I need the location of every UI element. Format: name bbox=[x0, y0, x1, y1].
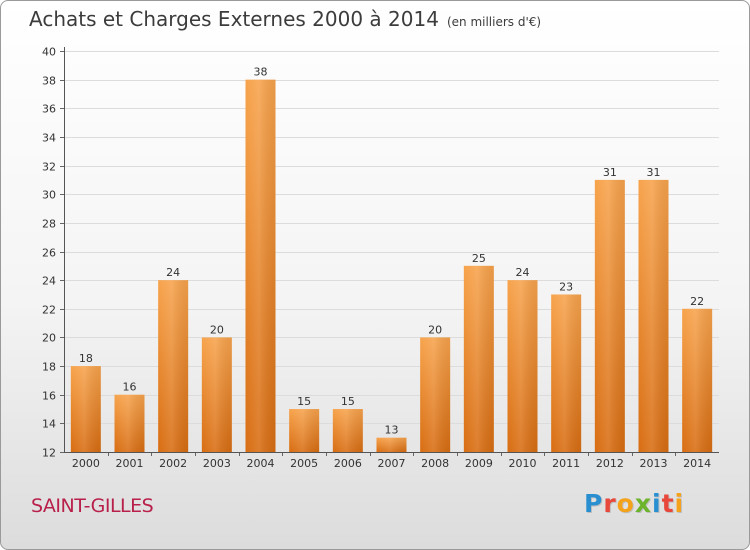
chart-subtitle: (en milliers d'€) bbox=[446, 15, 542, 29]
y-tick-label: 12 bbox=[42, 447, 56, 460]
tick-labels: 12 14 16 18 20 22 24 26 28 30 32 34 36 38 40 18 2000 16 20… bbox=[42, 46, 711, 471]
logo-letter: r bbox=[603, 489, 617, 518]
y-tick-label: 30 bbox=[42, 189, 56, 202]
axes bbox=[60, 47, 719, 456]
proxiti-logo: Proxiti bbox=[584, 489, 684, 518]
x-tick-label: 2004 bbox=[247, 457, 275, 470]
y-tick-label: 14 bbox=[42, 418, 56, 431]
x-tick-label: 2011 bbox=[552, 457, 580, 470]
y-tick-label: 38 bbox=[42, 75, 56, 88]
bar-shine bbox=[682, 308, 713, 452]
data-label: 22 bbox=[690, 295, 704, 308]
bar-shine bbox=[158, 280, 189, 452]
bar-shine bbox=[201, 337, 232, 452]
x-tick-label: 2002 bbox=[159, 457, 187, 470]
y-tick-label: 18 bbox=[42, 361, 56, 374]
title-text: Achats et Charges Externes 2000 à 2014 bbox=[29, 7, 439, 31]
bar-shine bbox=[332, 409, 363, 452]
logo-letter: P bbox=[584, 489, 604, 518]
x-tick-label: 2000 bbox=[72, 457, 100, 470]
y-tick-label: 26 bbox=[42, 247, 56, 260]
y-tick-label: 36 bbox=[42, 103, 56, 116]
y-tick-label: 16 bbox=[42, 390, 56, 403]
bar-shine bbox=[376, 437, 407, 452]
y-tick-label: 32 bbox=[42, 161, 56, 174]
y-tick-label: 40 bbox=[42, 46, 56, 59]
x-tick-label: 2006 bbox=[334, 457, 362, 470]
data-label: 24 bbox=[166, 266, 180, 279]
data-label: 31 bbox=[603, 166, 617, 179]
data-label: 20 bbox=[210, 323, 224, 336]
x-tick-label: 2010 bbox=[509, 457, 537, 470]
y-tick-label: 34 bbox=[42, 132, 56, 145]
y-tick-label: 22 bbox=[42, 304, 56, 317]
data-label: 15 bbox=[297, 395, 311, 408]
logo-letter: i bbox=[674, 489, 685, 518]
bar-shine bbox=[245, 79, 276, 453]
chart-title: Achats et Charges Externes 2000 à 2014 (e… bbox=[29, 7, 541, 31]
bar-shine bbox=[70, 366, 101, 452]
x-tick-label: 2014 bbox=[683, 457, 711, 470]
bar-shine bbox=[420, 337, 451, 452]
logo-letter: i bbox=[652, 489, 662, 518]
x-tick-label: 2008 bbox=[421, 457, 449, 470]
data-label: 25 bbox=[472, 252, 486, 265]
x-tick-label: 2009 bbox=[465, 457, 493, 470]
bars bbox=[70, 79, 713, 453]
x-tick-label: 2001 bbox=[116, 457, 144, 470]
x-tick-label: 2003 bbox=[203, 457, 231, 470]
y-tick-label: 24 bbox=[42, 275, 56, 288]
commune-name: SAINT-GILLES bbox=[31, 495, 154, 517]
x-tick-label: 2012 bbox=[596, 457, 624, 470]
x-tick-label: 2007 bbox=[378, 457, 406, 470]
x-tick-label: 2005 bbox=[290, 457, 318, 470]
bar-shine bbox=[289, 409, 320, 452]
data-label: 13 bbox=[385, 424, 399, 437]
bar-shine bbox=[594, 179, 625, 452]
data-label: 23 bbox=[559, 280, 573, 293]
y-tick-label: 28 bbox=[42, 218, 56, 231]
data-label: 18 bbox=[79, 352, 93, 365]
bar-shine bbox=[463, 265, 494, 452]
data-label: 24 bbox=[516, 266, 530, 279]
y-tick-label: 20 bbox=[42, 332, 56, 345]
bar-shine bbox=[551, 294, 582, 452]
logo-letter: t bbox=[661, 489, 675, 518]
data-label: 38 bbox=[254, 66, 268, 79]
bar-shine bbox=[114, 394, 145, 452]
logo-letter: o bbox=[616, 489, 635, 518]
bar-shine bbox=[507, 280, 538, 452]
data-label: 15 bbox=[341, 395, 355, 408]
data-label: 31 bbox=[647, 166, 661, 179]
x-tick-label: 2013 bbox=[640, 457, 668, 470]
data-label: 16 bbox=[123, 381, 137, 394]
data-label: 20 bbox=[428, 323, 442, 336]
bar-shine bbox=[638, 179, 669, 452]
logo-letter: x bbox=[634, 489, 652, 518]
